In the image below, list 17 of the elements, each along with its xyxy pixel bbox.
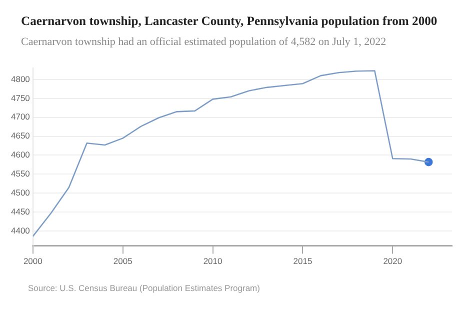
y-tick-label: 4650 bbox=[10, 130, 30, 141]
y-tick-label: 4550 bbox=[10, 168, 30, 179]
source-note: Source: U.S. Census Bureau (Population Estimates Program) bbox=[28, 283, 260, 293]
x-tick-label: 2020 bbox=[383, 256, 402, 266]
y-tick-label: 4600 bbox=[10, 150, 30, 160]
y-tick-label: 4450 bbox=[10, 206, 30, 216]
chart-title: Caernarvon township, Lancaster County, Pennsylvania population from 2000 bbox=[21, 14, 438, 29]
y-tick-label: 4700 bbox=[10, 112, 30, 122]
y-tick-label: 4800 bbox=[10, 74, 30, 84]
x-tick-label: 2015 bbox=[293, 256, 312, 266]
x-tick-label: 2000 bbox=[23, 256, 43, 266]
y-tick-label: 4400 bbox=[10, 225, 30, 236]
x-tick-label: 2005 bbox=[113, 256, 133, 266]
y-tick-label: 4500 bbox=[10, 187, 30, 198]
y-tick-label: 4750 bbox=[10, 92, 30, 103]
x-tick-label: 2010 bbox=[203, 256, 222, 266]
chart-subtitle: Caernarvon township had an official estimated population of 4,582 on July 1, 2022 bbox=[21, 36, 386, 48]
